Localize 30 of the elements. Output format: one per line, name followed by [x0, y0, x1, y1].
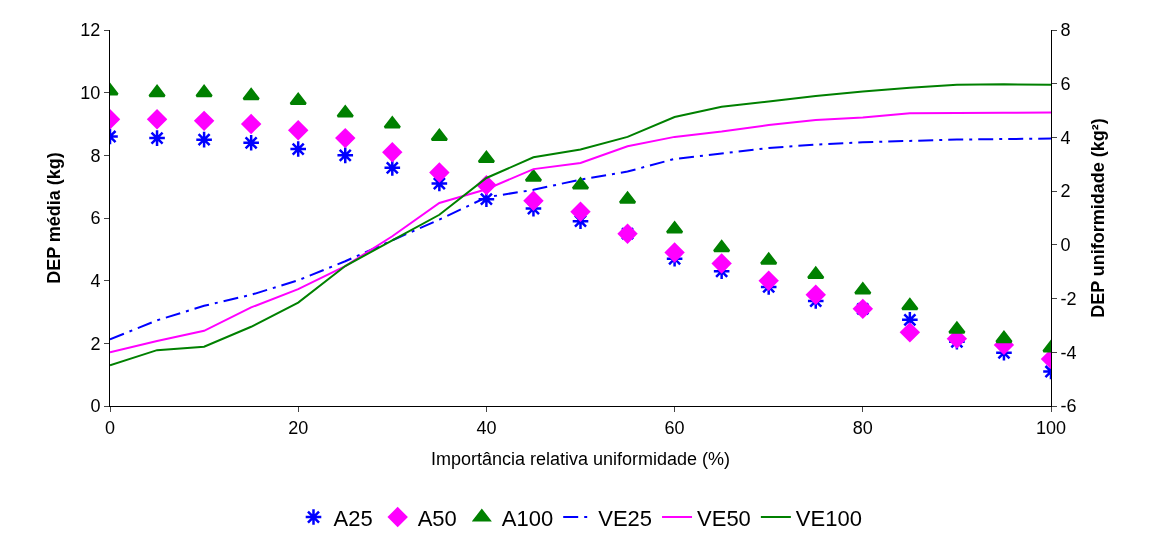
x-tick-label: 80 — [852, 417, 873, 438]
y2-tick-label: 4 — [1060, 127, 1071, 148]
x-tick-label: 0 — [104, 417, 116, 438]
y-tick-label: 4 — [90, 270, 101, 291]
legend-label: VE50 — [697, 505, 751, 531]
y-tick-label: 0 — [90, 396, 101, 417]
y-tick-label: 8 — [90, 145, 101, 166]
y2-tick-label: 8 — [1060, 20, 1071, 41]
y-tick-label: 2 — [90, 333, 101, 354]
x-axis-title: Importância relativa uniformidade (%) — [430, 448, 731, 469]
legend-label: A100 — [501, 505, 554, 531]
y2-tick-label: 2 — [1060, 181, 1071, 202]
x-tick-label: 100 — [1035, 417, 1067, 438]
y-tick-label: 6 — [90, 208, 101, 229]
y2-tick-label: 0 — [1060, 235, 1071, 256]
legend-label: A25 — [333, 505, 373, 531]
y2-tick-label: -2 — [1060, 288, 1077, 309]
y-tick-label: 10 — [80, 82, 101, 103]
y2-axis-title: DEP uniformidade (kg²) — [1087, 118, 1108, 318]
y-axis-title: DEP média (kg) — [43, 152, 64, 284]
y2-tick-label: -4 — [1060, 342, 1077, 363]
legend-label: VE100 — [795, 505, 862, 531]
y2-tick-label: -6 — [1060, 396, 1077, 417]
legend-label: A50 — [417, 505, 457, 531]
y2-tick-label: 6 — [1060, 74, 1071, 95]
legend-label: VE25 — [598, 505, 653, 531]
y-tick-label: 12 — [80, 20, 101, 41]
x-tick-label: 40 — [476, 417, 497, 438]
x-tick-label: 20 — [288, 417, 309, 438]
x-tick-label: 60 — [664, 417, 685, 438]
